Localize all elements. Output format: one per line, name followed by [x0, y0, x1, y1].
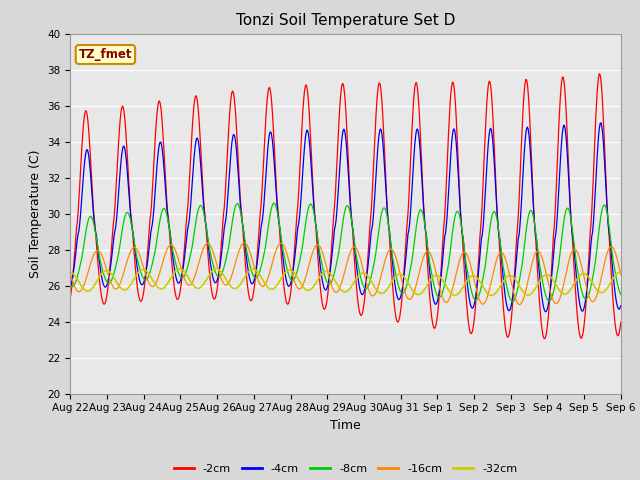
-32cm — [413, 291, 421, 297]
-2cm — [189, 116, 196, 121]
Line: -16cm: -16cm — [70, 243, 621, 304]
-8cm — [413, 218, 421, 224]
-32cm — [219, 271, 227, 277]
-32cm — [212, 265, 220, 271]
Text: TZ_fmet: TZ_fmet — [79, 48, 132, 61]
-4cm — [77, 214, 84, 219]
-8cm — [429, 279, 437, 285]
-8cm — [270, 200, 278, 206]
-32cm — [617, 269, 625, 275]
-2cm — [133, 282, 141, 288]
-32cm — [488, 293, 495, 299]
-16cm — [241, 240, 248, 246]
-32cm — [133, 272, 141, 277]
Legend: -2cm, -4cm, -8cm, -16cm, -32cm: -2cm, -4cm, -8cm, -16cm, -32cm — [170, 459, 522, 478]
-32cm — [77, 281, 84, 287]
Line: -8cm: -8cm — [70, 203, 621, 301]
Y-axis label: Soil Temperature (C): Soil Temperature (C) — [29, 149, 42, 278]
-2cm — [540, 336, 548, 342]
-2cm — [218, 232, 226, 238]
X-axis label: Time: Time — [330, 419, 361, 432]
Line: -32cm: -32cm — [70, 268, 621, 296]
-2cm — [429, 320, 436, 325]
-4cm — [542, 309, 550, 314]
-16cm — [617, 272, 625, 277]
-16cm — [429, 259, 437, 264]
-16cm — [67, 271, 74, 277]
-4cm — [67, 285, 74, 290]
-8cm — [133, 254, 141, 260]
-8cm — [509, 299, 516, 304]
-8cm — [617, 292, 625, 298]
-16cm — [77, 288, 84, 294]
-4cm — [617, 303, 625, 309]
-16cm — [413, 278, 421, 284]
-16cm — [133, 247, 141, 252]
-8cm — [77, 262, 84, 267]
-4cm — [429, 291, 436, 297]
Title: Tonzi Soil Temperature Set D: Tonzi Soil Temperature Set D — [236, 13, 455, 28]
-8cm — [67, 283, 74, 288]
-16cm — [189, 278, 196, 284]
-16cm — [516, 301, 524, 307]
-32cm — [429, 274, 437, 279]
Line: -4cm: -4cm — [70, 123, 621, 312]
-4cm — [597, 120, 605, 126]
-2cm — [413, 80, 420, 85]
-4cm — [218, 247, 226, 253]
-2cm — [77, 171, 84, 177]
-4cm — [189, 170, 196, 176]
-16cm — [218, 277, 226, 283]
-2cm — [67, 295, 74, 300]
-8cm — [218, 270, 226, 276]
-32cm — [67, 269, 74, 275]
-32cm — [189, 282, 196, 288]
-4cm — [413, 128, 420, 134]
-2cm — [596, 71, 604, 77]
-2cm — [617, 319, 625, 325]
Line: -2cm: -2cm — [70, 74, 621, 339]
-4cm — [133, 263, 141, 269]
-8cm — [189, 239, 196, 245]
